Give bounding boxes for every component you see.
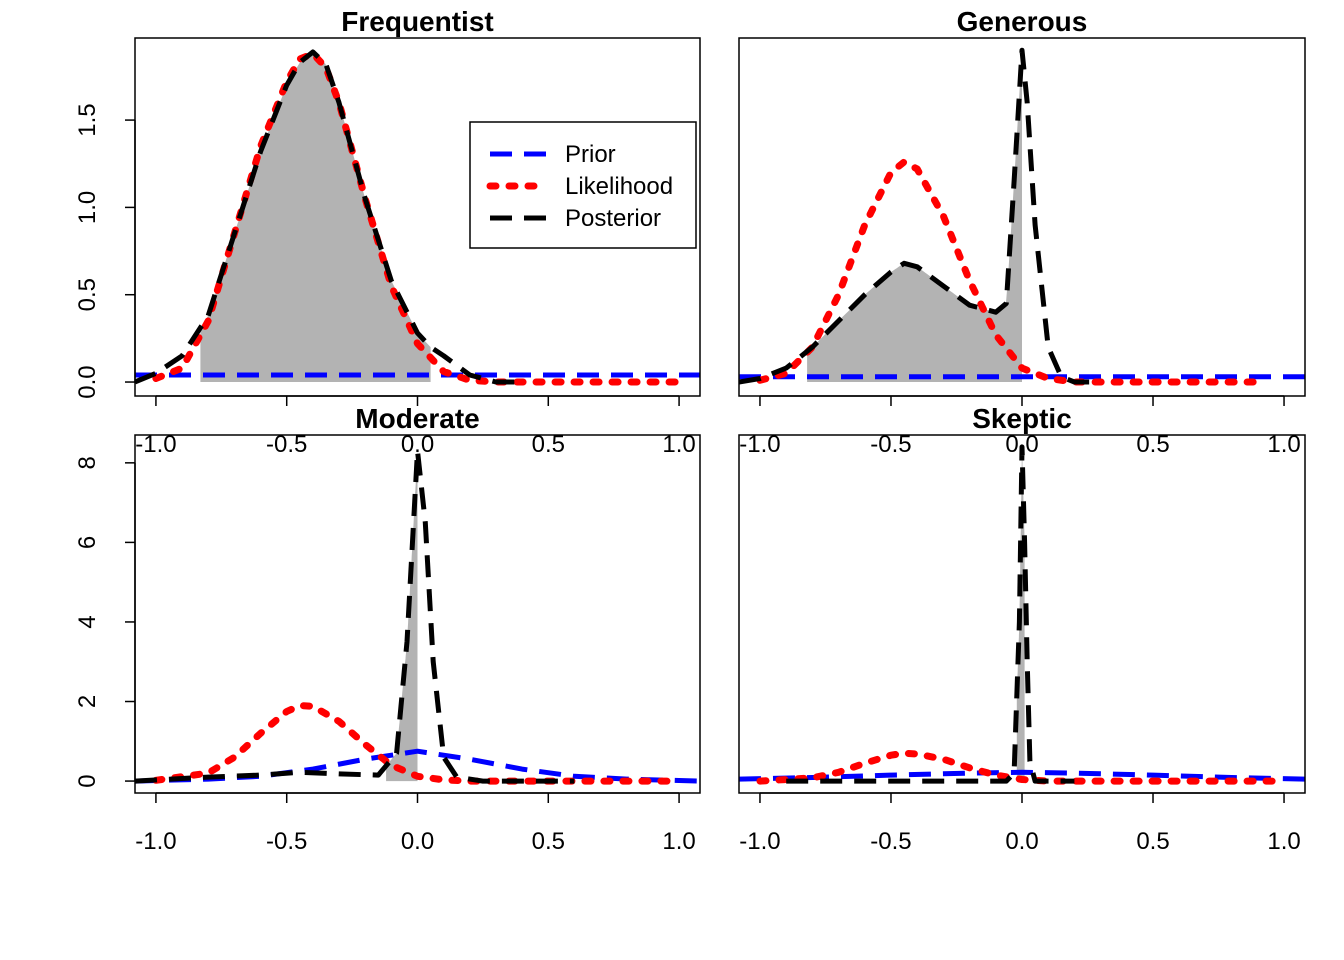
plot-area (135, 49, 700, 386)
posterior-line (739, 47, 1101, 385)
x-tick-label: -1.0 (739, 828, 780, 855)
legend: Prior Likelihood Posterior (469, 121, 697, 249)
prior-line (739, 769, 1305, 782)
posterior-credible-region (807, 50, 1022, 382)
posterior-line (786, 444, 1075, 784)
plot-area (739, 444, 1305, 785)
y-tick-label: 1.5 (74, 103, 101, 136)
posterior-credible-region (200, 52, 431, 382)
y-axis: 0 2 4 6 8 (74, 456, 136, 788)
y-tick-label: 8 (74, 456, 101, 469)
x-tick-label: 0.0 (1005, 828, 1038, 855)
posterior-credible-region (386, 450, 418, 782)
y-tick-label: 4 (74, 615, 101, 628)
x-tick-label: 0.5 (532, 828, 565, 855)
y-tick-label: 0.5 (74, 278, 101, 311)
likelihood-line (152, 702, 683, 785)
likelihood-line (756, 158, 1262, 386)
legend-prior-label: Prior (565, 141, 616, 168)
x-axis: -1.0 -0.5 0.0 0.5 1.0 (739, 792, 1301, 855)
panel-generous: Generous-1.0 -0.5 0.0 0.5 1.0 (738, 6, 1306, 458)
panel-title: Skeptic (972, 403, 1072, 434)
x-tick-label: 0.0 (401, 828, 434, 855)
legend-posterior-label: Posterior (565, 205, 661, 232)
y-tick-label: 6 (74, 536, 101, 549)
likelihood-line (756, 749, 1288, 785)
x-tick-label: -0.5 (266, 828, 307, 855)
x-tick-label: 1.0 (1267, 828, 1300, 855)
panel-frequentist: Frequentist-1.0 -0.5 0.0 0.5 1.00.00.51.01.5… (74, 6, 701, 458)
panel-moderate: Moderate -1.0 -0.5 0.0 0.5 1.0 0 2 4 6 8 (74, 403, 701, 855)
plot-area (135, 448, 700, 785)
panel-title: Moderate (355, 403, 479, 434)
y-axis: 0.0 0.5 1.0 1.5 (74, 103, 136, 399)
plot-area (739, 47, 1305, 386)
y-tick-label: 0.0 (74, 365, 101, 398)
x-tick-label: -1.0 (135, 828, 176, 855)
x-tick-label: 1.0 (662, 828, 695, 855)
x-tick-label: -0.5 (870, 828, 911, 855)
y-tick-label: 0 (74, 774, 101, 787)
panel-title: Frequentist (341, 6, 493, 37)
legend-likelihood-label: Likelihood (565, 173, 673, 200)
y-tick-label: 2 (74, 695, 101, 708)
x-tick-label: 0.5 (1136, 828, 1169, 855)
panel-title: Generous (957, 6, 1088, 37)
x-axis: -1.0 -0.5 0.0 0.5 1.0 (135, 792, 696, 855)
panel-skeptic: Skeptic -1.0 -0.5 0.0 0.5 1.0 (738, 403, 1306, 855)
posterior-line (135, 448, 575, 784)
posterior-line (135, 49, 523, 385)
y-tick-label: 1.0 (74, 191, 101, 224)
